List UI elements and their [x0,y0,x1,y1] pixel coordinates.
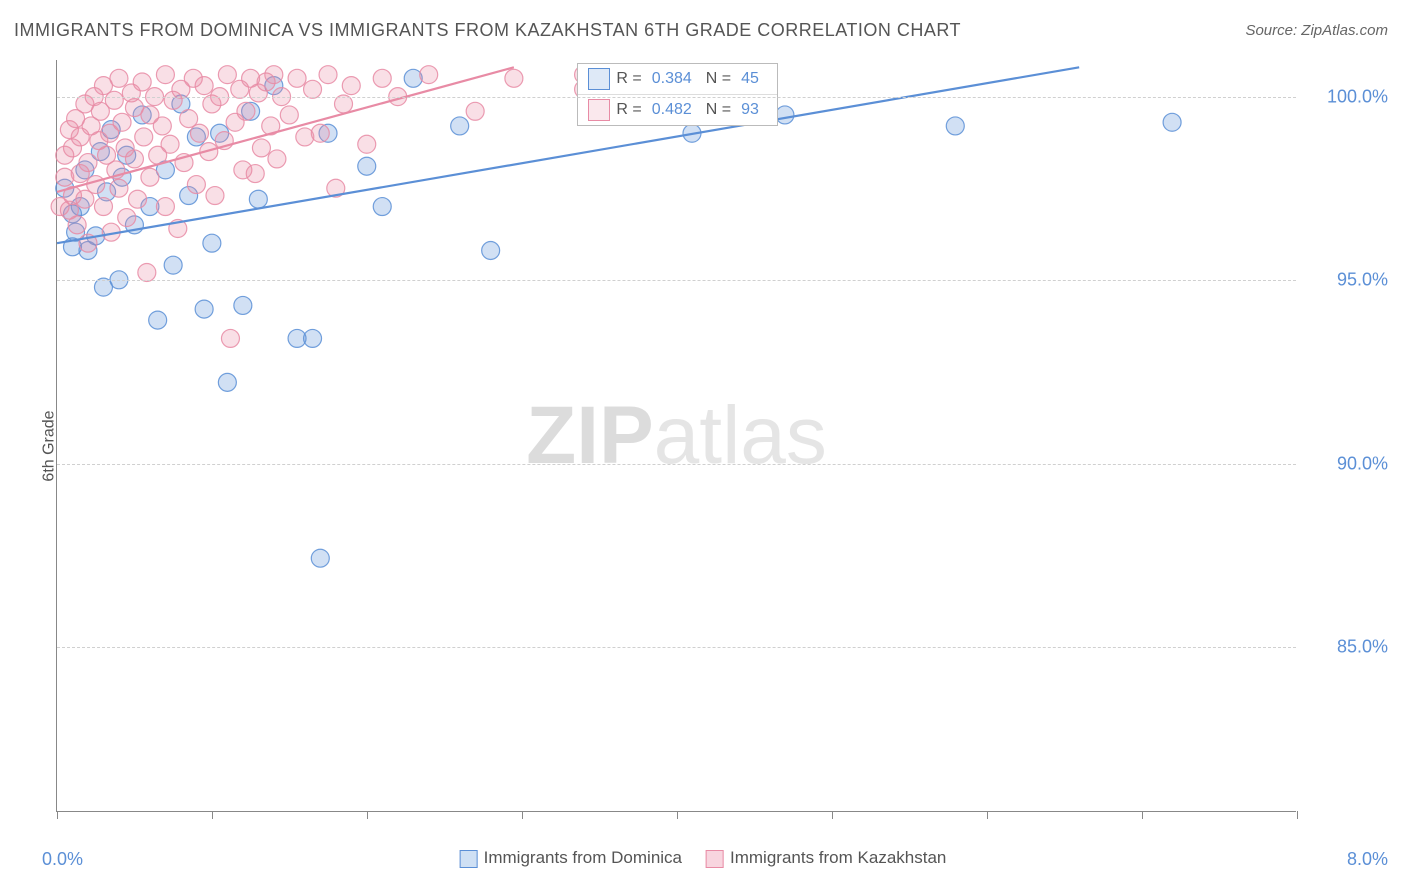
legend-item: Immigrants from Kazakhstan [706,848,946,868]
source-label: Source: ZipAtlas.com [1245,22,1388,39]
data-point [311,549,329,567]
x-tick [677,811,678,819]
chart-title: IMMIGRANTS FROM DOMINICA VS IMMIGRANTS F… [14,20,961,41]
data-point [138,263,156,281]
data-point [203,234,221,252]
data-point [118,209,136,227]
x-tick [57,811,58,819]
data-point [505,69,523,87]
correlation-legend: R =0.384N =45R =0.482N =93 [577,63,778,126]
data-point [1163,113,1181,131]
data-point [246,165,264,183]
data-point [311,124,329,142]
y-tick-label: 90.0% [1337,453,1388,474]
y-tick-label: 85.0% [1337,636,1388,657]
data-point [156,66,174,84]
data-point [373,198,391,216]
data-point [135,128,153,146]
data-point [218,373,236,391]
x-tick [1297,811,1298,819]
data-point [249,190,267,208]
data-point [466,102,484,120]
data-point [94,198,112,216]
y-tick-label: 100.0% [1327,86,1388,107]
data-point [218,66,236,84]
x-tick [522,811,523,819]
x-tick [212,811,213,819]
data-point [105,91,123,109]
x-tick [1142,811,1143,819]
gridline [57,464,1296,465]
data-point [342,77,360,95]
data-point [110,179,128,197]
data-point [195,77,213,95]
data-point [221,329,239,347]
data-point [776,106,794,124]
data-point [195,300,213,318]
data-point [156,198,174,216]
data-point [482,242,500,260]
data-point [319,66,337,84]
data-point [68,216,86,234]
y-tick-label: 95.0% [1337,270,1388,291]
data-point [187,176,205,194]
data-point [304,329,322,347]
data-point [304,80,322,98]
data-point [153,117,171,135]
x-tick [987,811,988,819]
data-point [265,66,283,84]
data-point [358,157,376,175]
gridline [57,280,1296,281]
data-point [420,66,438,84]
data-point [252,139,270,157]
legend-item: Immigrants from Dominica [460,848,682,868]
data-point [451,117,469,135]
x-axis-min-label: 0.0% [42,849,83,870]
data-point [190,124,208,142]
data-point [288,69,306,87]
data-point [141,168,159,186]
data-point [946,117,964,135]
data-point [358,135,376,153]
watermark: ZIPatlas [526,389,827,483]
data-point [129,190,147,208]
x-axis-max-label: 8.0% [1347,849,1388,870]
data-point [373,69,391,87]
data-point [268,150,286,168]
legend-row: R =0.384N =45 [578,64,777,94]
gridline [57,97,1296,98]
data-point [87,176,105,194]
x-tick [367,811,368,819]
data-point [133,73,151,91]
data-point [79,154,97,172]
data-point [280,106,298,124]
series-legend: Immigrants from Dominica Immigrants from … [460,848,947,868]
data-point [164,256,182,274]
gridline [57,647,1296,648]
data-point [206,187,224,205]
data-point [110,69,128,87]
data-point [149,311,167,329]
data-point [125,150,143,168]
data-point [161,135,179,153]
data-point [113,113,131,131]
chart-plot-area: ZIPatlas R =0.384N =45R =0.482N =93 [56,60,1296,812]
data-point [237,102,255,120]
legend-row: R =0.482N =93 [578,94,777,125]
x-tick [832,811,833,819]
data-point [234,296,252,314]
